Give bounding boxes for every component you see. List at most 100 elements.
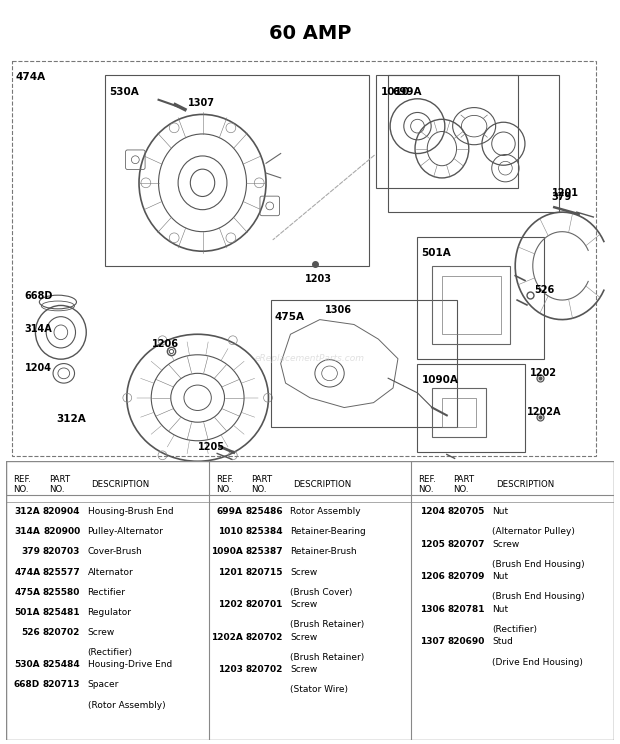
Text: REF.: REF. (418, 475, 436, 484)
Text: DESCRIPTION: DESCRIPTION (294, 480, 352, 489)
Text: 60 AMP: 60 AMP (269, 24, 351, 43)
Text: 314A: 314A (14, 527, 40, 536)
Text: 820713: 820713 (43, 681, 81, 690)
Text: Rectifier: Rectifier (87, 588, 126, 597)
Text: REF.: REF. (216, 475, 234, 484)
Text: Alternator: Alternator (87, 568, 133, 577)
Text: 1306: 1306 (420, 605, 445, 614)
Text: 1204: 1204 (420, 507, 445, 516)
Text: 820707: 820707 (448, 540, 485, 549)
Text: 1205: 1205 (198, 442, 224, 452)
Text: 1203: 1203 (305, 274, 332, 283)
Text: Housing-Drive End: Housing-Drive End (87, 661, 172, 670)
Text: (Rotor Assembly): (Rotor Assembly) (87, 701, 166, 710)
Text: 1202: 1202 (218, 600, 242, 609)
Text: Nut: Nut (492, 572, 508, 581)
Text: 1202A: 1202A (527, 408, 561, 417)
Text: Pulley-Alternator: Pulley-Alternator (87, 527, 164, 536)
Text: (Brush End Housing): (Brush End Housing) (492, 560, 585, 569)
Text: 475A: 475A (14, 588, 40, 597)
Text: REF.: REF. (14, 475, 31, 484)
Text: 668D: 668D (25, 291, 53, 301)
Text: Cover-Brush: Cover-Brush (87, 548, 143, 557)
Text: Screw: Screw (290, 632, 317, 641)
Text: 1205: 1205 (420, 540, 445, 549)
Text: 820781: 820781 (448, 605, 485, 614)
Text: 820702: 820702 (246, 665, 283, 674)
Text: 1206: 1206 (420, 572, 445, 581)
Text: (Brush End Housing): (Brush End Housing) (492, 592, 585, 601)
Text: 1202: 1202 (530, 368, 557, 379)
Text: 668D: 668D (14, 681, 40, 690)
Text: 379: 379 (21, 548, 40, 557)
Text: (Rectifier): (Rectifier) (492, 625, 538, 634)
Bar (417, 364, 525, 452)
Bar (417, 237, 544, 359)
Bar (432, 388, 486, 437)
Text: 1010: 1010 (380, 87, 409, 97)
Text: Retainer-Bearing: Retainer-Bearing (290, 527, 366, 536)
Text: 820701: 820701 (246, 600, 283, 609)
Text: 530A: 530A (15, 661, 40, 670)
Text: Retainer-Brush: Retainer-Brush (290, 548, 356, 557)
Text: 1201: 1201 (552, 187, 579, 198)
Text: eReplacementParts.com: eReplacementParts.com (255, 354, 365, 363)
Text: 501A: 501A (422, 248, 451, 258)
Text: 379: 379 (551, 193, 572, 202)
Text: 1202A: 1202A (211, 632, 242, 641)
Text: Screw: Screw (492, 540, 520, 549)
Text: 825484: 825484 (43, 661, 81, 670)
Bar (442, 275, 500, 334)
Text: 474A: 474A (16, 72, 46, 83)
Text: 825577: 825577 (43, 568, 81, 577)
Text: 820705: 820705 (448, 507, 485, 516)
Text: (Drive End Housing): (Drive End Housing) (492, 658, 583, 667)
Text: 1090A: 1090A (211, 548, 242, 557)
Text: 312A: 312A (14, 507, 40, 516)
Text: 699A: 699A (392, 87, 422, 97)
Text: 1307: 1307 (188, 97, 215, 108)
Text: Screw: Screw (290, 568, 317, 577)
Text: 314A: 314A (25, 324, 53, 334)
Text: (Brush Retainer): (Brush Retainer) (290, 620, 364, 629)
Bar (442, 398, 476, 427)
Text: (Rectifier): (Rectifier) (87, 648, 133, 657)
Text: 1307: 1307 (420, 638, 445, 647)
Text: 530A: 530A (108, 87, 138, 97)
Bar (105, 75, 369, 266)
Text: 1203: 1203 (218, 665, 242, 674)
Text: Housing-Brush End: Housing-Brush End (87, 507, 173, 516)
Text: 1090A: 1090A (422, 375, 458, 385)
Text: PART: PART (453, 475, 474, 484)
Text: DESCRIPTION: DESCRIPTION (496, 480, 554, 489)
Text: (Brush Cover): (Brush Cover) (290, 588, 352, 597)
Text: PART: PART (251, 475, 272, 484)
Text: NO.: NO. (49, 484, 64, 494)
Text: 820904: 820904 (43, 507, 81, 516)
Text: 825481: 825481 (43, 608, 81, 617)
Text: 825384: 825384 (245, 527, 283, 536)
Text: 475A: 475A (275, 312, 305, 322)
Text: 820709: 820709 (448, 572, 485, 581)
Text: NO.: NO. (14, 484, 29, 494)
Text: Screw: Screw (290, 600, 317, 609)
Text: 1306: 1306 (325, 305, 352, 315)
Text: 699A: 699A (216, 507, 242, 516)
Bar (388, 75, 559, 212)
Text: NO.: NO. (251, 484, 267, 494)
Text: 1010: 1010 (218, 527, 242, 536)
Bar (376, 75, 518, 187)
Text: 1204: 1204 (25, 364, 51, 373)
Text: 1206: 1206 (152, 339, 179, 349)
Text: Stud: Stud (492, 638, 513, 647)
Text: 526: 526 (534, 285, 555, 295)
Text: NO.: NO. (418, 484, 433, 494)
Text: Spacer: Spacer (87, 681, 119, 690)
Text: 820702: 820702 (43, 628, 81, 637)
Text: NO.: NO. (453, 484, 469, 494)
Text: Rotor Assembly: Rotor Assembly (290, 507, 361, 516)
Text: 820690: 820690 (448, 638, 485, 647)
Text: 526: 526 (22, 628, 40, 637)
Bar (432, 266, 510, 344)
Text: Nut: Nut (492, 605, 508, 614)
